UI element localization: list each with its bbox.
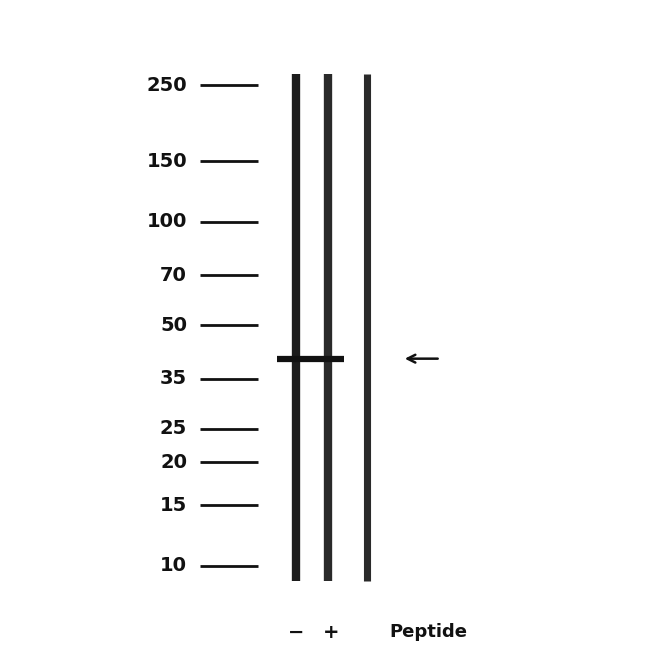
Text: 70: 70: [160, 266, 187, 285]
Text: 25: 25: [160, 419, 187, 438]
Text: 250: 250: [146, 76, 187, 95]
Text: 50: 50: [160, 316, 187, 335]
Text: 15: 15: [160, 496, 187, 515]
Text: 10: 10: [160, 556, 187, 575]
Text: +: +: [323, 623, 340, 642]
Text: 150: 150: [146, 152, 187, 171]
Text: 20: 20: [160, 453, 187, 472]
Text: 35: 35: [160, 369, 187, 388]
Text: −: −: [288, 623, 304, 642]
Text: 100: 100: [147, 212, 187, 231]
Text: Peptide: Peptide: [389, 623, 467, 641]
